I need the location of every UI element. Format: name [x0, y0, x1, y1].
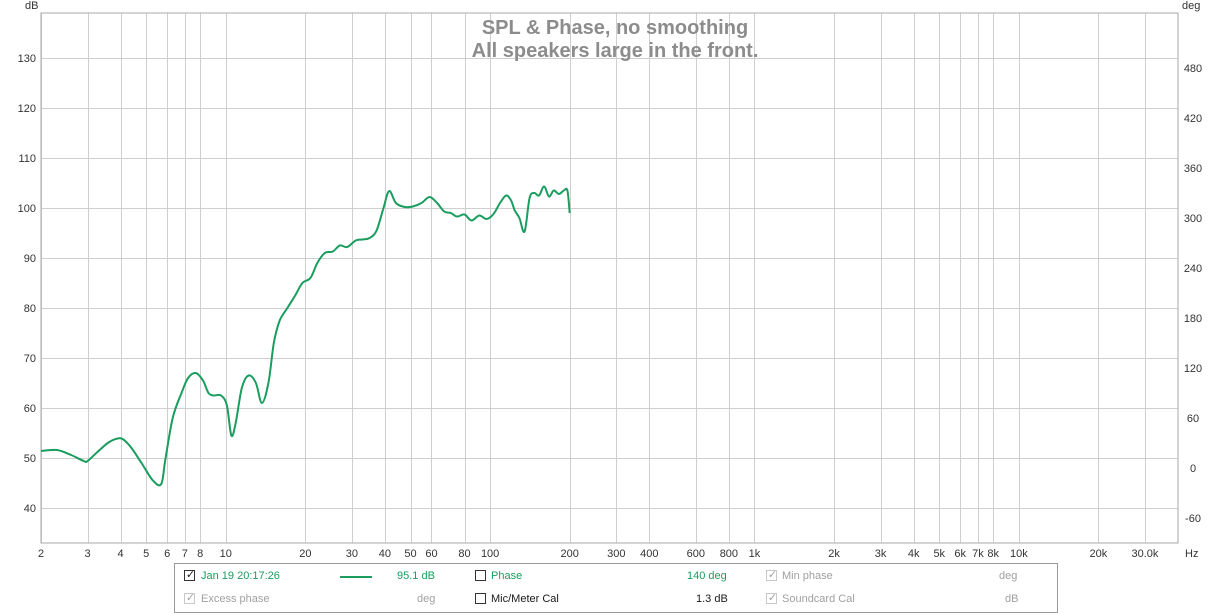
- check-icon: ✓: [185, 592, 196, 604]
- measurement-label: Jan 19 20:17:26: [201, 570, 280, 582]
- y-tick-label: 40: [24, 503, 36, 515]
- y-tick-label: 50: [24, 453, 36, 465]
- y2-tick-label: 300: [1184, 213, 1202, 225]
- y2-tick-label: 240: [1184, 263, 1202, 275]
- x-tick-label: 50: [404, 548, 416, 560]
- soundcard-cal-checkbox[interactable]: ✓: [766, 592, 778, 604]
- x-tick-label: 6: [164, 548, 170, 560]
- min-phase-label: Min phase: [782, 570, 833, 582]
- x-axis-label: Hz: [1185, 548, 1198, 560]
- x-tick-label: 20: [299, 548, 311, 560]
- y2-tick-label: 60: [1187, 413, 1199, 425]
- x-tick-label: 30: [346, 548, 358, 560]
- x-tick-label: 8: [197, 548, 203, 560]
- x-tick-label: 3: [84, 548, 90, 560]
- y2-tick-label: 420: [1184, 113, 1202, 125]
- min-phase-value: deg: [999, 570, 1018, 582]
- x-tick-label: 200: [561, 548, 579, 560]
- grid: [41, 13, 1178, 543]
- y-tick-label: 120: [18, 103, 36, 115]
- y2-tick-label: 120: [1184, 363, 1202, 375]
- check-icon: ✓: [767, 569, 778, 581]
- y2-tick-label: -60: [1185, 513, 1201, 525]
- x-tick-label: 60: [425, 548, 437, 560]
- x-tick-label: 80: [458, 548, 470, 560]
- y-tick-label: 70: [24, 353, 36, 365]
- y2-tick-label: 0: [1190, 463, 1196, 475]
- soundcard-cal-label: Soundcard Cal: [782, 593, 855, 605]
- x-tick-label: 5: [143, 548, 149, 560]
- x-tick-label: 400: [640, 548, 658, 560]
- y2-tick-label: 480: [1184, 63, 1202, 75]
- x-tick-label: 40: [379, 548, 391, 560]
- x-tick-label: 30.0k: [1132, 548, 1159, 560]
- y-tick-label: 90: [24, 253, 36, 265]
- y-tick-label: 110: [18, 153, 36, 165]
- y-tick-label: 130: [18, 53, 36, 65]
- y2-tick-label: 180: [1184, 313, 1202, 325]
- x-tick-label: 10: [220, 548, 232, 560]
- y-tick-label: 80: [24, 303, 36, 315]
- x-tick-label: 100: [481, 548, 499, 560]
- x-tick-label: 800: [720, 548, 738, 560]
- excess-phase-label: Excess phase: [201, 593, 270, 605]
- x-tick-label: 7k: [972, 548, 984, 560]
- min-phase-checkbox[interactable]: ✓: [766, 569, 778, 581]
- x-tick-label: 10k: [1010, 548, 1028, 560]
- x-tick-label: 1k: [749, 548, 761, 560]
- measurement-value: 95.1 dB: [397, 570, 435, 582]
- mic-meter-cal-checkbox[interactable]: [475, 593, 486, 604]
- x-tick-label: 2: [38, 548, 44, 560]
- spl-trace-line: [40, 185, 571, 487]
- phase-label: Phase: [491, 570, 523, 582]
- mic-meter-cal-value: 1.3 dB: [696, 593, 728, 605]
- x-tick-label: 2k: [828, 548, 840, 560]
- excess-phase-value: deg: [417, 593, 436, 605]
- check-icon: ✓: [185, 569, 196, 581]
- plot-frame: [40, 12, 1179, 544]
- x-tick-label: 300: [607, 548, 625, 560]
- x-tick-label: 600: [687, 548, 705, 560]
- y-axis-label: dB: [25, 0, 38, 12]
- y-tick-label: 60: [24, 403, 36, 415]
- measurement-checkbox[interactable]: ✓: [184, 569, 196, 581]
- mic-meter-cal-label: Mic/Meter Cal: [491, 593, 559, 605]
- x-tick-label: 4: [118, 548, 124, 560]
- y-tick-label: 100: [18, 203, 36, 215]
- x-tick-label: 6k: [954, 548, 966, 560]
- soundcard-cal-value: dB: [1005, 593, 1019, 605]
- check-icon: ✓: [767, 592, 778, 604]
- chart-subtitle: All speakers large in the front.: [472, 40, 759, 62]
- phase-checkbox[interactable]: [475, 570, 486, 581]
- x-tick-label: 8k: [987, 548, 999, 560]
- x-tick-label: 7: [182, 548, 188, 560]
- x-tick-label: 20k: [1090, 548, 1108, 560]
- legend-panel: ✓ Jan 19 20:17:26 95.1 dB Phase 140 deg …: [174, 563, 1058, 613]
- x-tick-label: 4k: [908, 548, 920, 560]
- excess-phase-checkbox[interactable]: ✓: [184, 592, 196, 604]
- x-tick-label: 3k: [875, 548, 887, 560]
- y2-tick-label: 360: [1184, 163, 1202, 175]
- chart-title: SPL & Phase, no smoothing: [482, 17, 748, 39]
- x-tick-label: 5k: [933, 548, 945, 560]
- y2-axis-label: deg: [1182, 0, 1200, 12]
- trace-color-swatch: [340, 576, 372, 578]
- phase-value: 140 deg: [687, 570, 727, 582]
